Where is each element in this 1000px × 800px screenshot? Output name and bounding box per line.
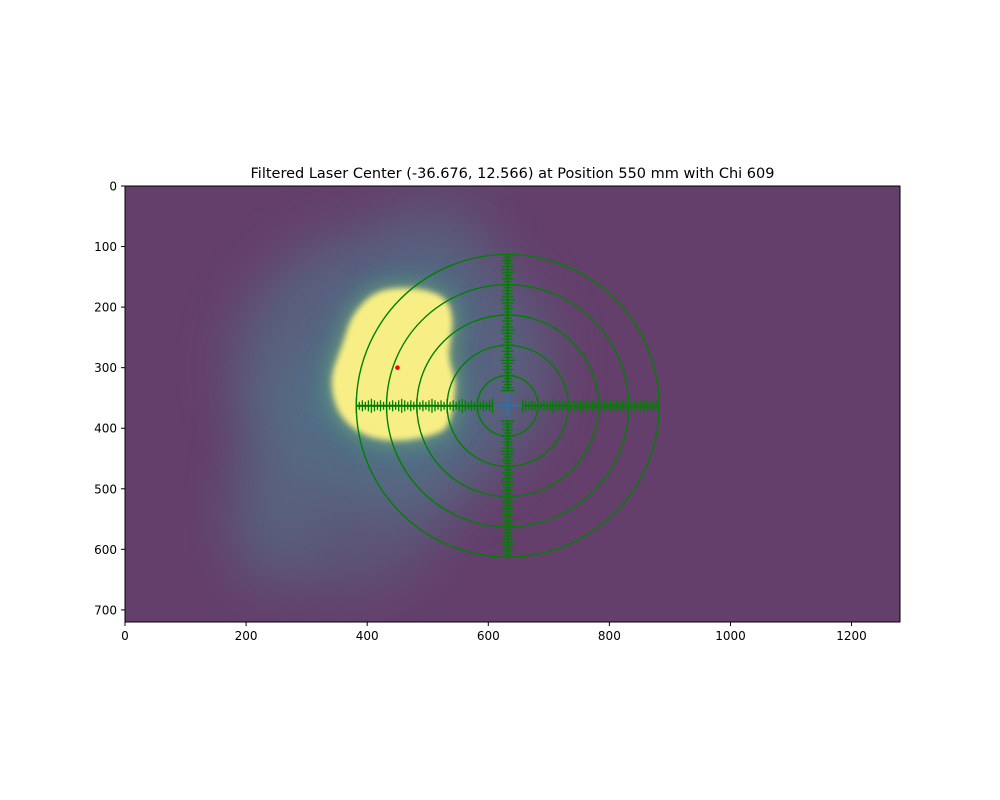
plot-area	[125, 186, 900, 622]
x-tick-label: 0	[121, 629, 129, 643]
crosshair-horizontal	[355, 398, 660, 413]
y-tick-label: 0	[109, 180, 117, 194]
y-tick-label: 300	[94, 361, 117, 375]
chart-title: Filtered Laser Center (-36.676, 12.566) …	[251, 166, 775, 182]
y-tick-label: 500	[94, 482, 117, 496]
y-tick-label: 400	[94, 422, 117, 436]
crosshair-vertical	[500, 253, 515, 558]
glow-upper	[385, 186, 495, 283]
x-axis: 0 200 400 600 800 1000 1200	[121, 622, 867, 643]
x-tick-label: 600	[477, 629, 500, 643]
x-tick-label: 800	[598, 629, 621, 643]
x-tick-label: 1000	[715, 629, 746, 643]
center-marker	[496, 394, 519, 417]
y-tick-label: 100	[94, 240, 117, 254]
y-tick-label: 700	[94, 603, 117, 617]
y-axis: 0 100 200 300 400 500 600 700	[94, 180, 125, 617]
axes-frame	[124, 185, 901, 623]
crosshair	[355, 253, 660, 558]
x-tick-label: 400	[356, 629, 379, 643]
glow-streak	[227, 458, 313, 592]
y-tick-label: 600	[94, 543, 117, 557]
x-tick-label: 200	[235, 629, 258, 643]
laser-spot	[395, 365, 400, 370]
x-tick-label: 1200	[836, 629, 867, 643]
y-tick-label: 200	[94, 301, 117, 315]
